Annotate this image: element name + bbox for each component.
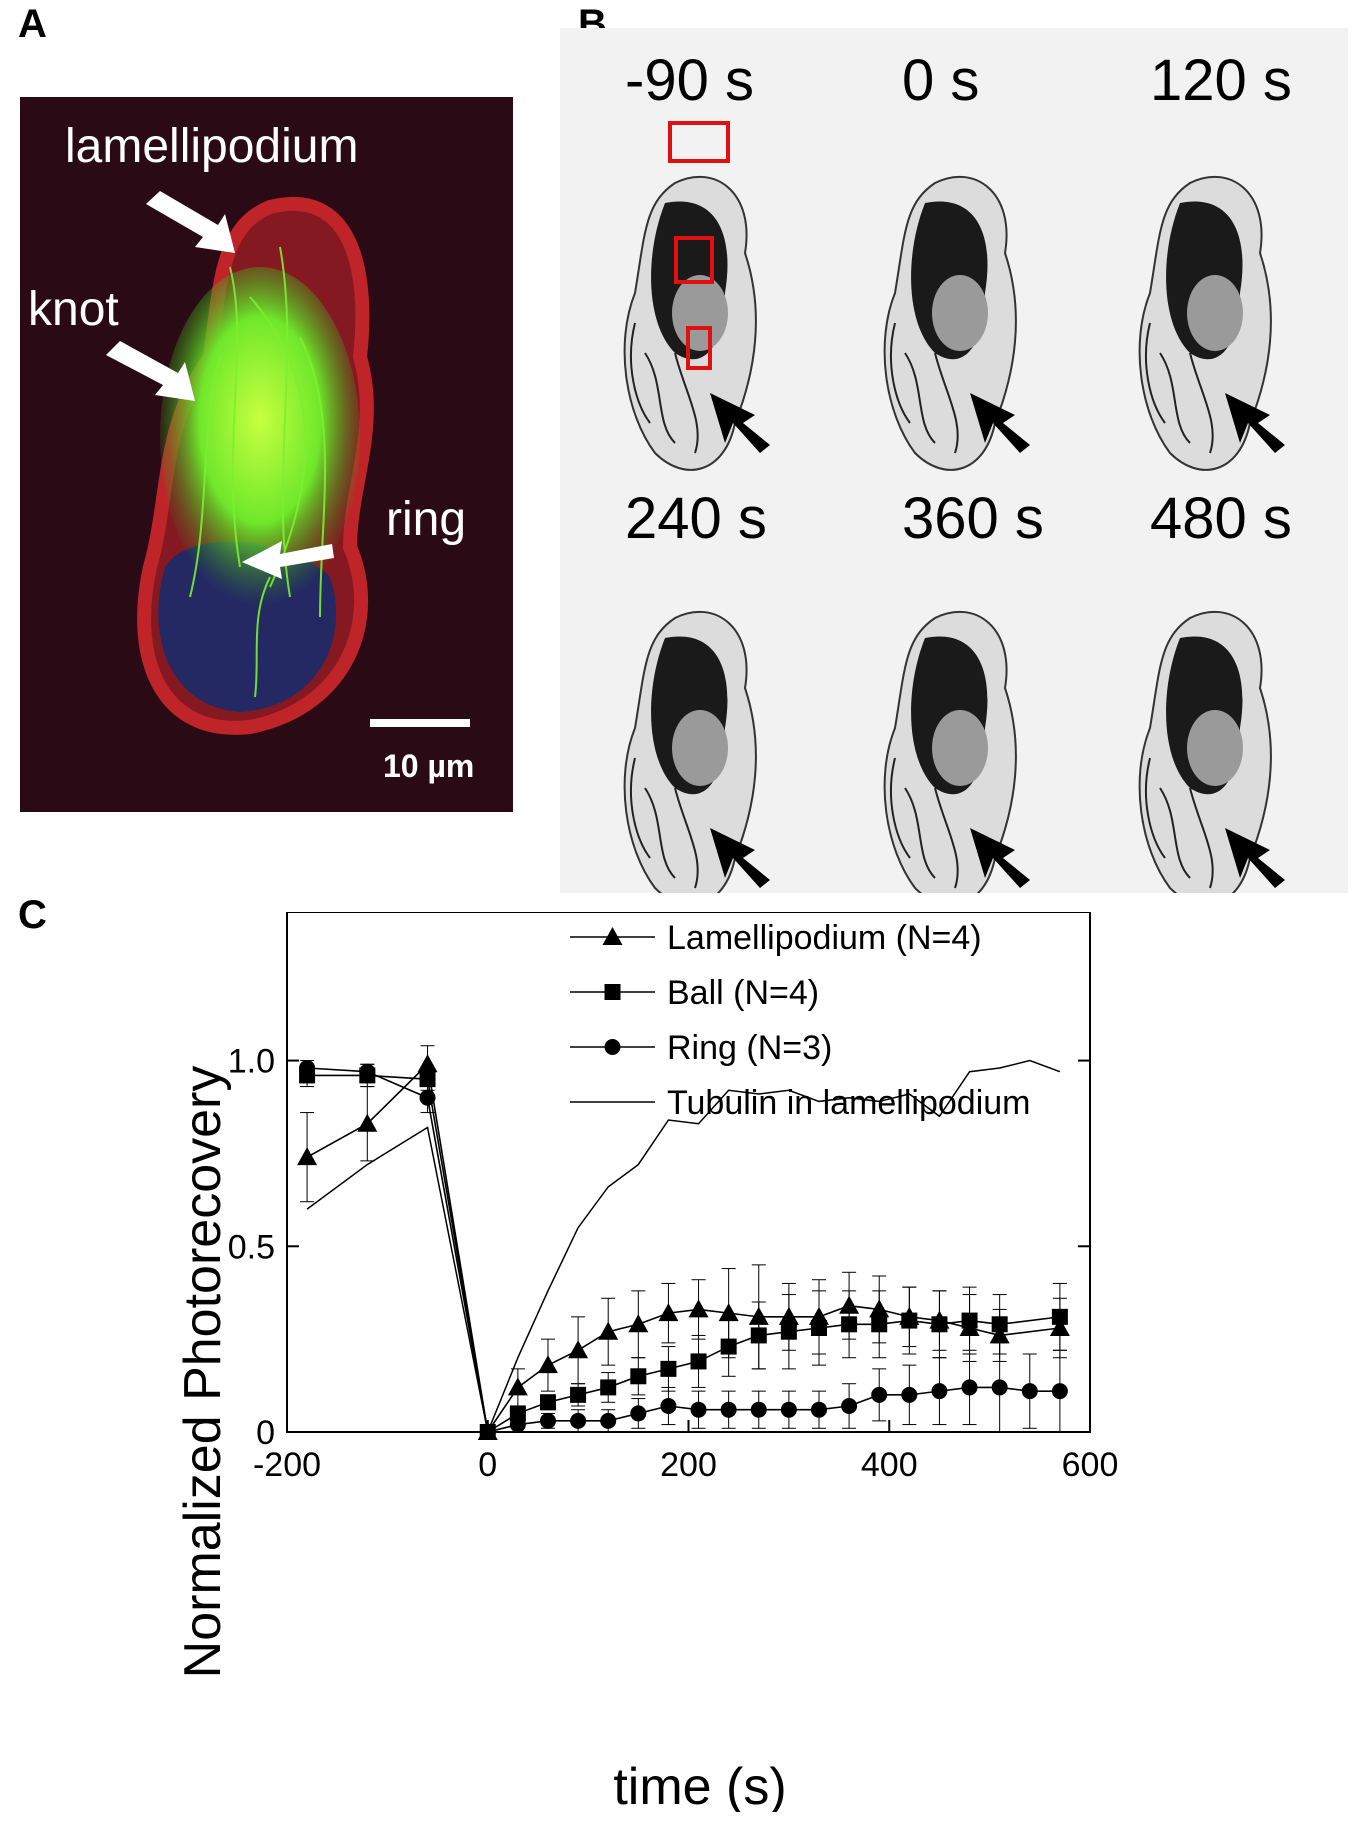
x-tick-label-1: 0: [478, 1446, 497, 1484]
white-arrow-ring: [242, 541, 334, 579]
series-0-point-4: [507, 1377, 528, 1396]
x-tick-label-4: 600: [1062, 1446, 1119, 1484]
series-1-point-20: [991, 1316, 1008, 1333]
series-0-point-0: [297, 1147, 318, 1166]
roi-box-ball: [674, 236, 714, 284]
series-2-point-9: [660, 1398, 677, 1414]
series-0-point-8: [628, 1314, 649, 1333]
series-1-point-5: [539, 1394, 556, 1411]
series-1-point-19: [961, 1312, 978, 1329]
lamellipodium-label: lamellipodium: [65, 120, 358, 173]
x-tick-label-0: -200: [253, 1446, 321, 1484]
series-1-point-8: [630, 1368, 647, 1385]
series-2-point-18: [931, 1383, 948, 1400]
series-2-point-12: [750, 1401, 767, 1418]
x-tick-label-2: 200: [660, 1446, 717, 1484]
fluorescence-micrograph: lamellipodium knot ring 10 µm: [20, 97, 513, 812]
microtubule-knot: [160, 267, 360, 607]
series-2-point-7: [600, 1412, 617, 1429]
series-0-point-1: [357, 1113, 378, 1132]
microtubule-filaments: [189, 246, 326, 698]
frame-label-6: 480 s: [1150, 486, 1292, 551]
series-0-point-6: [568, 1340, 589, 1359]
series-0-point-7: [598, 1321, 619, 1340]
panel-c-letter: C: [18, 893, 47, 937]
series-2-point-8: [630, 1405, 647, 1422]
series-1-point-14: [810, 1320, 827, 1336]
series-line-0: [306, 1062, 1060, 1435]
series-1-point-18: [931, 1316, 948, 1333]
legend-label-2: Ring (N=3): [667, 1029, 832, 1067]
series-2-point-10: [690, 1401, 707, 1418]
series-2-point-0: [299, 1060, 316, 1076]
series-0-point-10: [688, 1299, 709, 1318]
series-1-point-17: [901, 1312, 918, 1329]
series-0-point-9: [658, 1303, 679, 1322]
legend-label-1: Ball (N=4): [667, 974, 819, 1012]
y-tick-label-0: 0: [256, 1414, 275, 1452]
y-tick-label-2: 1.0: [228, 1043, 275, 1081]
series-line-1: [307, 1074, 1060, 1434]
series-2-point-15: [841, 1398, 858, 1414]
series-2-point-11: [720, 1401, 737, 1418]
series-1-point-16: [871, 1316, 888, 1333]
series-1-point-13: [780, 1323, 797, 1340]
series-2-point-5: [539, 1412, 556, 1429]
series-1-point-7: [600, 1379, 617, 1396]
series-0-point-5: [537, 1355, 558, 1374]
series-2-point-14: [810, 1401, 827, 1418]
series-2-point-19: [961, 1379, 978, 1396]
series-1-point-11: [720, 1338, 737, 1355]
series-1-point-12: [750, 1327, 767, 1344]
series-2-point-1: [359, 1063, 376, 1080]
ring-label: ring: [386, 493, 466, 546]
roi-box-lamellipodium: [668, 121, 730, 163]
roi-box-ring: [686, 326, 712, 370]
frame-label-2: 0 s: [902, 48, 979, 113]
frame-label-4: 240 s: [625, 486, 767, 551]
series-2-point-4: [509, 1416, 526, 1433]
y-axis-title: Normalized Photorecovery: [180, 1066, 232, 1679]
legend-marker-2: [604, 1039, 621, 1055]
series-1-point-6: [570, 1386, 587, 1403]
scale-bar-label: 10 µm: [383, 748, 474, 784]
series-2-point-6: [570, 1412, 587, 1429]
frame-label-1: -90 s: [625, 48, 754, 113]
white-arrow-lamellipodium: [146, 191, 235, 253]
series-1-point-21: [1051, 1308, 1068, 1325]
y-tick-label-1: 0.5: [228, 1228, 275, 1266]
frame-label-3: 120 s: [1150, 48, 1292, 113]
scale-bar: [370, 719, 470, 727]
series-2-point-20: [991, 1379, 1008, 1396]
legend-label-3: Tubulin in lamellipodium: [667, 1084, 1030, 1122]
series-2-point-17: [901, 1386, 918, 1403]
frame-label-5: 360 s: [902, 486, 1044, 551]
legend-marker-0: [602, 927, 623, 945]
series-1-point-9: [660, 1360, 677, 1377]
series-1-point-10: [690, 1353, 707, 1370]
series-2-point-13: [780, 1401, 797, 1418]
timelapse-panel: -90 s 0 s 120 s 240 s 360 s 480 s: [560, 28, 1348, 893]
x-axis-title: time (s): [613, 1758, 786, 1812]
series-line-3: [306, 1059, 1061, 1435]
series-2-point-2: [419, 1089, 436, 1106]
legend-label-0: Lamellipodium (N=4): [667, 919, 982, 957]
x-tick-label-3: 400: [861, 1446, 918, 1484]
series-2-point-21: [1021, 1383, 1038, 1400]
legend-marker-1: [604, 984, 621, 1000]
knot-label: knot: [28, 283, 119, 336]
series-1-point-15: [841, 1316, 858, 1333]
panel-a-letter: A: [18, 2, 47, 46]
series-2-point-22: [1051, 1383, 1068, 1400]
white-arrow-knot: [106, 341, 195, 401]
series-2-point-16: [871, 1386, 888, 1403]
